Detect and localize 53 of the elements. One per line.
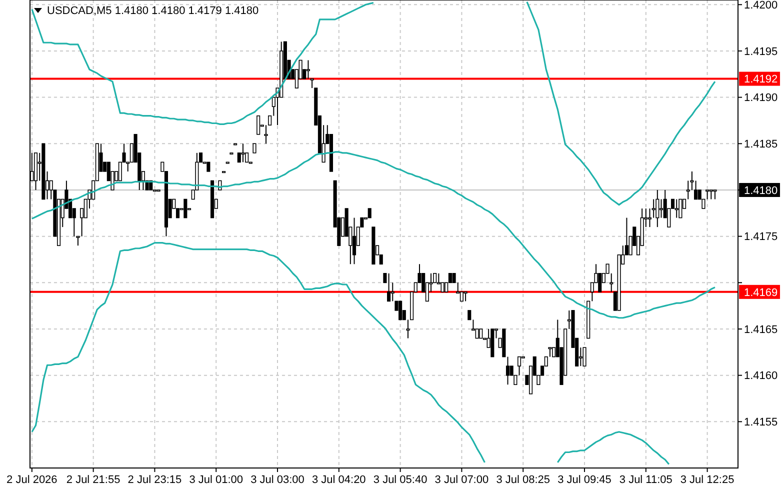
ref-line-label: 1.4180 [744, 184, 778, 197]
candlestick [582, 347, 586, 366]
candlestick [598, 272, 602, 292]
candlestick [184, 198, 188, 218]
candlestick [368, 208, 372, 218]
x-tick-label: 3 Jul 07:00 [434, 474, 489, 486]
x-tick-label: 3 Jul 03:00 [250, 474, 304, 486]
candlestick [460, 292, 464, 302]
y-tick-label: 1.4190 [744, 92, 778, 104]
candlestick [475, 328, 479, 339]
candlestick [652, 198, 656, 218]
candlestick [674, 198, 678, 218]
candlestick [464, 291, 468, 302]
candlestick [206, 162, 210, 172]
candlestick [479, 328, 483, 339]
candlestick [306, 60, 310, 80]
x-tick-label: 2 Jul 21:55 [66, 474, 120, 486]
x-tick-label: 3 Jul 05:40 [373, 474, 428, 486]
y-tick-label: 1.4200 [744, 0, 778, 12]
text: USDCAD,M5 1.4180 1.4180 1.4179 1.4180 [47, 5, 259, 17]
candlestick [256, 115, 260, 135]
y-tick-label: 1.4165 [744, 324, 778, 336]
x-tick-label: 2 Jul 23:15 [128, 474, 182, 486]
x-tick-label: 3 Jul 11:05 [619, 474, 672, 486]
x-tick-label: 3 Jul 08:25 [496, 474, 550, 486]
candlestick [659, 198, 664, 218]
x-tick-label: 3 Jul 12:25 [680, 474, 734, 486]
y-tick-label: 1.4185 [744, 138, 778, 150]
candlestick [383, 272, 387, 284]
y-tick-label: 1.4195 [744, 46, 778, 58]
candlestick [678, 198, 682, 218]
candlestick [506, 356, 510, 386]
x-tick-label: 2 Jul 2026 [6, 474, 58, 486]
x-tick-label: 3 Jul 09:45 [558, 474, 612, 486]
ref-line-label: 1.4169 [744, 286, 778, 299]
candlestick [352, 217, 356, 265]
y-tick-label: 1.4155 [744, 416, 778, 429]
candlestick [517, 356, 522, 376]
candlestick [713, 189, 717, 200]
candlestick [387, 272, 391, 302]
candlestick [709, 189, 713, 200]
candlestick [706, 189, 710, 200]
y-tick-label: 1.4160 [744, 370, 778, 382]
x-tick-label: 3 Jul 01:00 [189, 474, 244, 486]
ref-line-label: 1.4192 [744, 74, 778, 86]
candlestick [656, 189, 660, 228]
candlestick [398, 300, 402, 320]
candlestick [252, 143, 256, 154]
candlestick [440, 282, 444, 292]
candlestick [241, 143, 245, 163]
x-tick-label: 3 Jul 04:20 [312, 474, 366, 486]
y-tick-label: 1.4175 [744, 231, 778, 244]
candlestick [390, 282, 394, 302]
